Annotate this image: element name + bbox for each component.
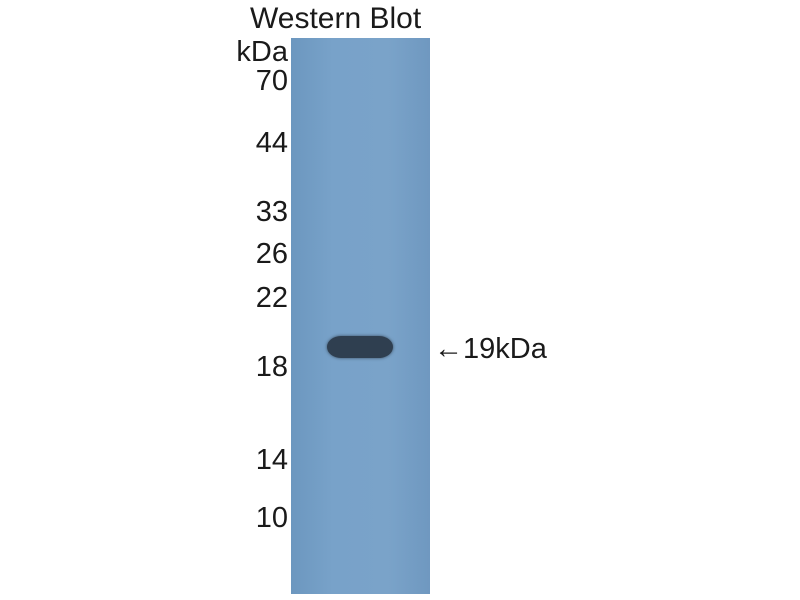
blot-lane: [291, 38, 430, 594]
marker-label: 26: [255, 238, 288, 270]
marker-label: 18: [255, 351, 288, 383]
marker-label: 70: [255, 65, 288, 97]
band-size-label: ←19kDa: [434, 333, 547, 365]
figure-title: Western Blot: [250, 2, 422, 35]
marker-label: 22: [255, 282, 288, 314]
marker-label: 44: [255, 127, 288, 159]
marker-label: 33: [255, 196, 288, 228]
unit-label: kDa: [236, 36, 288, 68]
marker-label: 14: [255, 444, 288, 476]
protein-band: [327, 336, 393, 358]
marker-label: 10: [255, 502, 288, 534]
